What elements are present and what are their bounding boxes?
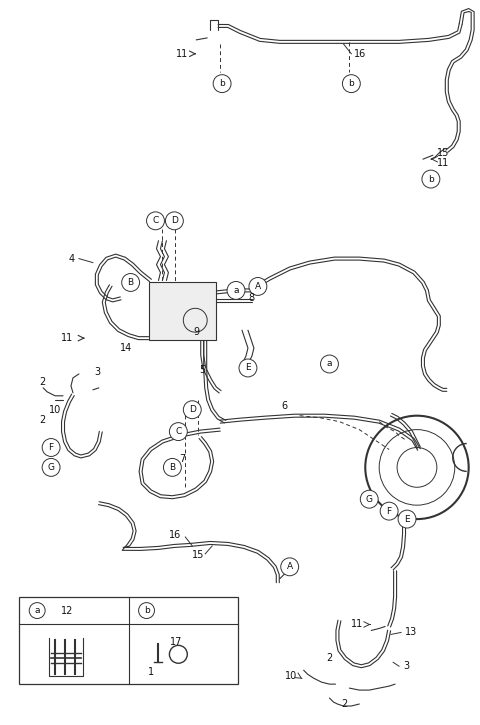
Text: b: b (428, 175, 434, 183)
Text: 4: 4 (69, 254, 75, 264)
Text: 5: 5 (199, 365, 205, 375)
Circle shape (398, 510, 416, 528)
Text: b: b (348, 79, 354, 88)
Text: B: B (169, 463, 176, 472)
Circle shape (146, 212, 165, 230)
Circle shape (227, 281, 245, 299)
Circle shape (321, 355, 338, 373)
Text: 9: 9 (193, 327, 199, 337)
Text: 8: 8 (249, 294, 255, 303)
Circle shape (342, 75, 360, 93)
Text: C: C (175, 427, 181, 436)
Circle shape (164, 458, 181, 476)
Bar (19, 597, 238, 684)
Circle shape (42, 439, 60, 457)
Circle shape (42, 458, 60, 476)
Text: 2: 2 (39, 415, 45, 425)
Text: 3: 3 (403, 661, 409, 671)
Text: 11: 11 (176, 49, 189, 59)
Text: D: D (189, 405, 196, 414)
Bar (148, 283, 216, 340)
Circle shape (380, 502, 398, 520)
Text: 11: 11 (437, 158, 449, 168)
Circle shape (249, 278, 267, 295)
Text: 10: 10 (49, 405, 61, 415)
Text: 6: 6 (282, 401, 288, 411)
Circle shape (139, 602, 155, 618)
Text: A: A (255, 282, 261, 291)
Circle shape (213, 75, 231, 93)
Circle shape (183, 401, 201, 418)
Text: 3: 3 (95, 367, 101, 377)
Text: 17: 17 (170, 637, 182, 647)
Text: G: G (366, 494, 373, 504)
Circle shape (166, 212, 183, 230)
Text: C: C (152, 216, 158, 225)
Circle shape (169, 423, 187, 441)
Text: 7: 7 (179, 455, 185, 465)
Text: a: a (233, 286, 239, 295)
Text: 14: 14 (120, 343, 132, 353)
Text: b: b (144, 606, 149, 615)
Text: a: a (35, 606, 40, 615)
Circle shape (239, 359, 257, 377)
Text: 2: 2 (39, 377, 45, 387)
Text: 13: 13 (405, 627, 417, 637)
Text: 12: 12 (61, 605, 73, 616)
Text: A: A (287, 563, 293, 571)
Text: 11: 11 (61, 334, 73, 343)
Text: 15: 15 (437, 148, 449, 158)
Circle shape (29, 602, 45, 618)
Text: 1: 1 (147, 667, 154, 677)
Text: 10: 10 (286, 671, 298, 682)
Text: 2: 2 (326, 653, 333, 663)
Text: 16: 16 (354, 49, 367, 59)
Text: G: G (48, 463, 55, 472)
Circle shape (122, 273, 140, 291)
Text: F: F (386, 507, 392, 515)
Text: b: b (219, 79, 225, 88)
Circle shape (422, 170, 440, 188)
Text: E: E (404, 515, 410, 523)
Text: E: E (245, 363, 251, 373)
Text: 2: 2 (341, 699, 348, 709)
Text: D: D (171, 216, 178, 225)
Circle shape (281, 558, 299, 576)
Text: 15: 15 (192, 550, 204, 560)
Text: B: B (128, 278, 134, 287)
Text: a: a (327, 360, 332, 368)
Text: 11: 11 (351, 619, 363, 629)
Circle shape (360, 490, 378, 508)
Text: 16: 16 (169, 530, 181, 540)
Text: F: F (48, 443, 54, 452)
